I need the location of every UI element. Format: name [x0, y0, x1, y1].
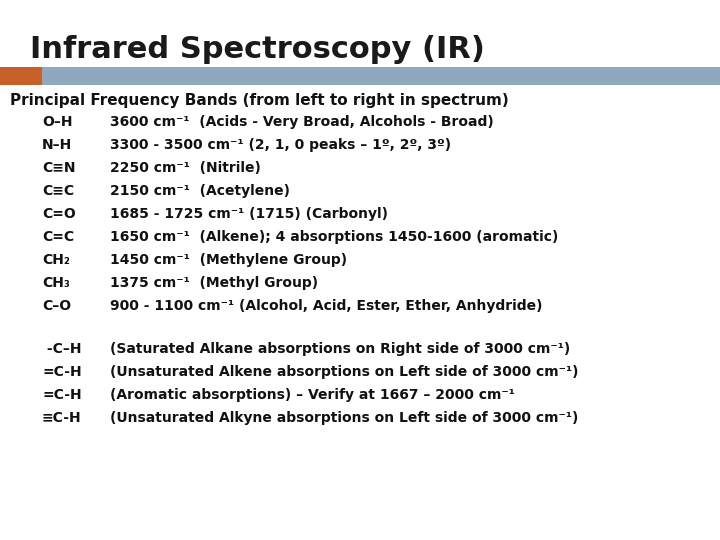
Text: C=O: C=O — [42, 207, 76, 221]
Text: 1450 cm⁻¹  (Methylene Group): 1450 cm⁻¹ (Methylene Group) — [110, 253, 347, 267]
Text: C≡N: C≡N — [42, 161, 76, 175]
Text: 900 - 1100 cm⁻¹ (Alcohol, Acid, Ester, Ether, Anhydride): 900 - 1100 cm⁻¹ (Alcohol, Acid, Ester, E… — [110, 299, 542, 313]
Text: Principal Frequency Bands (from left to right in spectrum): Principal Frequency Bands (from left to … — [10, 92, 509, 107]
Text: 3300 - 3500 cm⁻¹ (2, 1, 0 peaks – 1º, 2º, 3º): 3300 - 3500 cm⁻¹ (2, 1, 0 peaks – 1º, 2º… — [110, 138, 451, 152]
Text: 1685 - 1725 cm⁻¹ (1715) (Carbonyl): 1685 - 1725 cm⁻¹ (1715) (Carbonyl) — [110, 207, 388, 221]
Text: =C-H: =C-H — [42, 388, 81, 402]
Text: CH₂: CH₂ — [42, 253, 70, 267]
Text: 2250 cm⁻¹  (Nitrile): 2250 cm⁻¹ (Nitrile) — [110, 161, 261, 175]
Text: 1375 cm⁻¹  (Methyl Group): 1375 cm⁻¹ (Methyl Group) — [110, 276, 318, 290]
Text: (Unsaturated Alkyne absorptions on Left side of 3000 cm⁻¹): (Unsaturated Alkyne absorptions on Left … — [110, 411, 578, 425]
Text: -C–H: -C–H — [42, 342, 81, 356]
Text: 3600 cm⁻¹  (Acids - Very Broad, Alcohols - Broad): 3600 cm⁻¹ (Acids - Very Broad, Alcohols … — [110, 115, 494, 129]
Text: C–O: C–O — [42, 299, 71, 313]
Bar — [0, 67, 42, 85]
Text: (Saturated Alkane absorptions on Right side of 3000 cm⁻¹): (Saturated Alkane absorptions on Right s… — [110, 342, 570, 356]
Text: (Unsaturated Alkene absorptions on Left side of 3000 cm⁻¹): (Unsaturated Alkene absorptions on Left … — [110, 365, 578, 379]
Text: (Aromatic absorptions) – Verify at 1667 – 2000 cm⁻¹: (Aromatic absorptions) – Verify at 1667 … — [110, 388, 515, 402]
Text: Infrared Spectroscopy (IR): Infrared Spectroscopy (IR) — [30, 36, 485, 64]
Text: C=C: C=C — [42, 230, 74, 244]
Text: N–H: N–H — [42, 138, 72, 152]
Text: 2150 cm⁻¹  (Acetylene): 2150 cm⁻¹ (Acetylene) — [110, 184, 290, 198]
Bar — [42, 67, 720, 85]
Text: CH₃: CH₃ — [42, 276, 70, 290]
Text: C≡C: C≡C — [42, 184, 74, 198]
Text: ≡C-H: ≡C-H — [42, 411, 81, 425]
Text: 1650 cm⁻¹  (Alkene); 4 absorptions 1450-1600 (aromatic): 1650 cm⁻¹ (Alkene); 4 absorptions 1450-1… — [110, 230, 559, 244]
Text: O–H: O–H — [42, 115, 73, 129]
Text: =C-H: =C-H — [42, 365, 81, 379]
